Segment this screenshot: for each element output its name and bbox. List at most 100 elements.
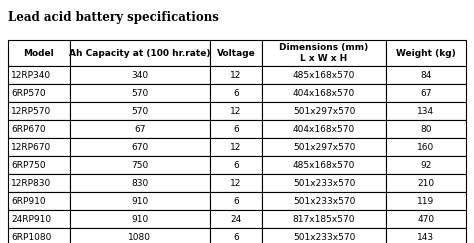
Text: Model: Model xyxy=(24,49,55,58)
Text: 501x297x570: 501x297x570 xyxy=(293,142,355,151)
Bar xyxy=(210,138,262,156)
Text: 119: 119 xyxy=(417,197,435,206)
Bar xyxy=(210,210,262,228)
Bar xyxy=(8,120,70,138)
Bar xyxy=(210,228,262,243)
Bar xyxy=(70,40,210,66)
Bar xyxy=(262,192,386,210)
Bar xyxy=(8,174,70,192)
Text: 6RP1080: 6RP1080 xyxy=(11,233,51,242)
Text: 12: 12 xyxy=(230,70,242,79)
Text: Voltage: Voltage xyxy=(217,49,255,58)
Bar xyxy=(8,138,70,156)
Bar xyxy=(386,192,466,210)
Bar xyxy=(8,228,70,243)
Bar xyxy=(210,156,262,174)
Text: 6: 6 xyxy=(233,160,239,170)
Text: 6: 6 xyxy=(233,88,239,97)
Bar xyxy=(70,174,210,192)
Text: Weight (kg): Weight (kg) xyxy=(396,49,456,58)
Text: 1080: 1080 xyxy=(128,233,151,242)
Bar xyxy=(262,120,386,138)
Bar xyxy=(386,66,466,84)
Bar xyxy=(70,120,210,138)
Bar xyxy=(386,120,466,138)
Text: 12RP570: 12RP570 xyxy=(11,106,51,115)
Text: 6RP910: 6RP910 xyxy=(11,197,46,206)
Text: 134: 134 xyxy=(418,106,435,115)
Bar xyxy=(262,228,386,243)
Bar xyxy=(210,102,262,120)
Text: 6: 6 xyxy=(233,233,239,242)
Text: 570: 570 xyxy=(131,106,148,115)
Text: 6RP670: 6RP670 xyxy=(11,124,46,133)
Bar xyxy=(8,66,70,84)
Text: 12RP670: 12RP670 xyxy=(11,142,51,151)
Text: 6: 6 xyxy=(233,197,239,206)
Bar xyxy=(386,84,466,102)
Bar xyxy=(386,156,466,174)
Bar xyxy=(386,174,466,192)
Bar xyxy=(262,40,386,66)
Bar xyxy=(70,138,210,156)
Bar xyxy=(210,120,262,138)
Text: 501x233x570: 501x233x570 xyxy=(293,197,355,206)
Text: 67: 67 xyxy=(134,124,146,133)
Text: 67: 67 xyxy=(420,88,432,97)
Text: 470: 470 xyxy=(418,215,435,224)
Text: 92: 92 xyxy=(420,160,432,170)
Bar xyxy=(262,66,386,84)
Text: 830: 830 xyxy=(131,179,148,188)
Text: 12: 12 xyxy=(230,179,242,188)
Bar xyxy=(386,40,466,66)
Text: 750: 750 xyxy=(131,160,148,170)
Bar xyxy=(8,210,70,228)
Text: 404x168x570: 404x168x570 xyxy=(293,124,355,133)
Text: 485x168x570: 485x168x570 xyxy=(293,160,355,170)
Bar xyxy=(8,102,70,120)
Text: 404x168x570: 404x168x570 xyxy=(293,88,355,97)
Bar xyxy=(386,138,466,156)
Text: 501x233x570: 501x233x570 xyxy=(293,179,355,188)
Text: 570: 570 xyxy=(131,88,148,97)
Text: 670: 670 xyxy=(131,142,148,151)
Text: Dimensions (mm)
L x W x H: Dimensions (mm) L x W x H xyxy=(279,43,369,63)
Text: 6: 6 xyxy=(233,124,239,133)
Bar xyxy=(262,138,386,156)
Text: 12RP340: 12RP340 xyxy=(11,70,51,79)
Bar xyxy=(70,156,210,174)
Text: 6RP750: 6RP750 xyxy=(11,160,46,170)
Text: 24RP910: 24RP910 xyxy=(11,215,51,224)
Bar xyxy=(210,66,262,84)
Bar xyxy=(262,102,386,120)
Bar xyxy=(70,66,210,84)
Bar xyxy=(70,84,210,102)
Text: 12: 12 xyxy=(230,142,242,151)
Text: Ah Capacity at (100 hr.rate): Ah Capacity at (100 hr.rate) xyxy=(69,49,210,58)
Text: 12RP830: 12RP830 xyxy=(11,179,51,188)
Bar xyxy=(210,174,262,192)
Text: 910: 910 xyxy=(131,197,148,206)
Text: 12: 12 xyxy=(230,106,242,115)
Text: 6RP570: 6RP570 xyxy=(11,88,46,97)
Text: 910: 910 xyxy=(131,215,148,224)
Text: 84: 84 xyxy=(420,70,432,79)
Text: 485x168x570: 485x168x570 xyxy=(293,70,355,79)
Bar xyxy=(386,210,466,228)
Text: 817x185x570: 817x185x570 xyxy=(293,215,356,224)
Text: 80: 80 xyxy=(420,124,432,133)
Bar xyxy=(70,102,210,120)
Bar xyxy=(8,156,70,174)
Bar xyxy=(262,156,386,174)
Text: 501x233x570: 501x233x570 xyxy=(293,233,355,242)
Text: 143: 143 xyxy=(418,233,435,242)
Text: Lead acid battery specifications: Lead acid battery specifications xyxy=(8,11,219,24)
Bar xyxy=(210,40,262,66)
Text: 501x297x570: 501x297x570 xyxy=(293,106,355,115)
Bar xyxy=(262,210,386,228)
Bar xyxy=(8,84,70,102)
Text: 210: 210 xyxy=(418,179,435,188)
Bar xyxy=(210,192,262,210)
Bar xyxy=(262,174,386,192)
Bar xyxy=(262,84,386,102)
